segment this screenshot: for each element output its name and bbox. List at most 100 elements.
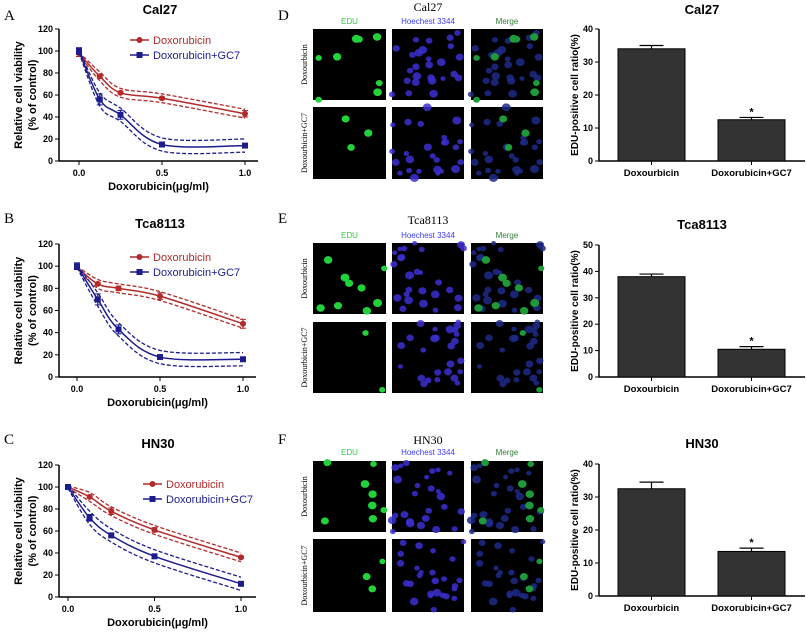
row-label: Doxourbicin+GC7 xyxy=(300,327,309,387)
nucleus xyxy=(503,474,509,480)
y-axis-label: EDU-positive cell ratio(%) xyxy=(570,469,581,591)
edu-positive-cell xyxy=(373,298,383,308)
nucleus xyxy=(490,490,497,497)
data-point xyxy=(108,508,115,515)
chart-title: Tca8113 xyxy=(135,216,185,231)
edu-positive-cell xyxy=(517,480,527,488)
data-point xyxy=(157,293,163,300)
nucleus xyxy=(429,153,436,159)
edu-positive-cell xyxy=(332,53,342,61)
legend-label: Doxorubicin+GC7 xyxy=(153,267,240,279)
merge-image xyxy=(471,539,543,612)
nucleus xyxy=(497,569,503,575)
nucleus xyxy=(430,606,437,613)
nucleus xyxy=(466,516,476,525)
nucleus xyxy=(405,271,415,280)
data-point xyxy=(86,514,93,521)
nucleus xyxy=(476,170,482,176)
nucleus xyxy=(424,377,432,384)
chart-title: HN30 xyxy=(685,436,718,451)
nucleus xyxy=(476,254,484,262)
nucleus xyxy=(509,548,516,554)
edu-positive-cell xyxy=(536,387,543,393)
x-tick-label: 1.0 xyxy=(235,604,248,614)
column-header: Merge xyxy=(496,448,519,457)
legend-marker xyxy=(136,52,143,58)
column-header: Hoechest 3344 xyxy=(401,231,455,240)
nucleus xyxy=(508,89,517,98)
nucleus xyxy=(387,516,397,525)
y-tick-label: 20 xyxy=(583,319,593,329)
nucleus xyxy=(440,503,448,510)
confidence-band xyxy=(67,487,242,563)
nucleus xyxy=(422,103,432,112)
nucleus xyxy=(451,595,458,602)
confidence-band xyxy=(78,51,246,110)
chart-title: Tca8113 xyxy=(677,217,727,232)
data-point xyxy=(159,95,165,102)
edu-positive-cell xyxy=(341,115,350,123)
nucleus xyxy=(496,374,505,382)
nucleus xyxy=(416,521,426,530)
nucleus xyxy=(530,526,537,532)
nucleus xyxy=(454,29,461,36)
edu-positive-cell xyxy=(502,279,511,287)
nucleus xyxy=(476,341,485,350)
y-tick-label: 40 xyxy=(583,459,593,469)
nucleus xyxy=(418,45,428,54)
x-tick-label: 0.0 xyxy=(73,168,86,178)
nucleus xyxy=(451,164,461,174)
bar xyxy=(617,276,686,378)
y-tick-label: 100 xyxy=(38,46,53,56)
panel-letter-e: E xyxy=(278,211,287,227)
row-label: Doxourbicin+GC7 xyxy=(300,545,309,605)
nucleus xyxy=(484,286,492,293)
nucleus xyxy=(405,519,415,528)
nucleus xyxy=(406,334,414,342)
nucleus xyxy=(417,374,426,382)
nucleus xyxy=(523,368,531,376)
edu-positive-cell xyxy=(474,304,483,312)
legend-marker xyxy=(149,481,156,487)
nucleus xyxy=(392,512,399,519)
nucleus xyxy=(447,342,456,350)
nucleus xyxy=(432,326,438,332)
category-label: Doxorubicin+GC7 xyxy=(711,168,792,179)
data-point xyxy=(240,320,246,327)
nucleus xyxy=(488,597,498,606)
nucleus xyxy=(446,286,454,294)
edu-positive-cell xyxy=(499,115,508,123)
significance-marker: * xyxy=(749,106,754,118)
data-point xyxy=(151,526,158,533)
edu-positive-cell xyxy=(478,517,487,525)
x-axis-label: Doxorubicin(μg/ml) xyxy=(108,181,209,193)
nucleus xyxy=(412,241,418,246)
nucleus xyxy=(485,334,493,342)
edu-positive-cell xyxy=(473,54,480,61)
y-axis-label-2: (% of control) xyxy=(27,59,39,130)
column-header: Merge xyxy=(496,231,519,240)
nucleus xyxy=(392,45,400,52)
confidence-band xyxy=(67,485,242,578)
edu-positive-cell xyxy=(367,501,377,510)
x-axis-label: Doxorubicin(μg/ml) xyxy=(107,397,208,409)
microscopy-cal27: Cal27 EDU Hoechest 3344 Merge Doxourbicin Dox… xyxy=(300,0,544,182)
nucleus xyxy=(414,565,420,571)
y-tick-label: 100 xyxy=(38,261,53,271)
nucleus xyxy=(513,377,520,383)
nucleus xyxy=(485,67,493,74)
hoechst-image xyxy=(392,461,464,532)
nucleus xyxy=(514,489,520,494)
nucleus xyxy=(404,296,414,305)
y-tick-label: 40 xyxy=(43,112,53,122)
edu-image xyxy=(313,539,386,612)
nucleus xyxy=(529,374,538,382)
data-point xyxy=(151,553,158,560)
edu-positive-cell xyxy=(519,330,527,336)
y-tick-label: 10 xyxy=(583,558,593,568)
y-tick-label: 100 xyxy=(38,482,53,492)
nucleus xyxy=(510,577,518,585)
nucleus xyxy=(536,159,544,166)
